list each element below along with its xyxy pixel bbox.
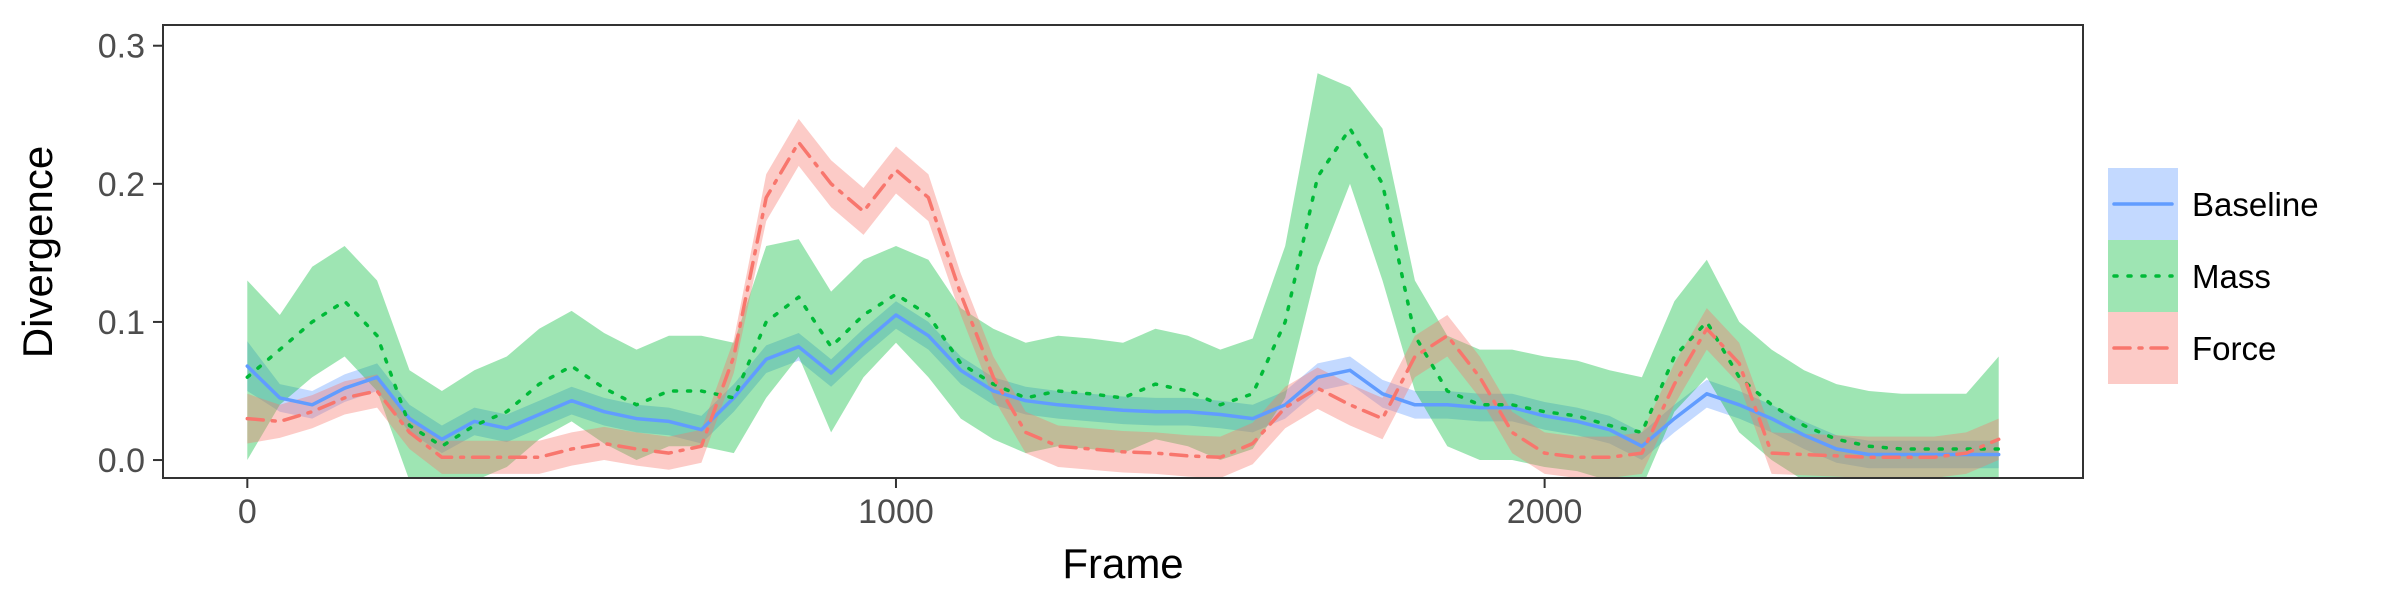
legend-label-mass: Mass [2192, 258, 2271, 295]
mass-band [247, 73, 1999, 478]
x-axis: 0 1000 2000 [238, 478, 1583, 531]
legend-item-mass: Mass [2108, 240, 2271, 312]
legend: Baseline Mass Force [2108, 168, 2319, 384]
confidence-bands [247, 73, 1999, 478]
legend-label-force: Force [2192, 330, 2276, 367]
y-tick-label: 0.3 [98, 28, 145, 66]
x-tick-label: 2000 [1507, 493, 1583, 531]
plot-panel-border [162, 24, 2084, 479]
mass-line [245, 126, 2001, 451]
legend-item-force: Force [2108, 312, 2276, 384]
y-axis: 0.0 0.1 0.2 0.3 [98, 28, 163, 480]
y-tick-label: 0.1 [98, 304, 145, 342]
x-tick-label: 0 [238, 493, 257, 531]
y-axis-title: Divergence [14, 146, 61, 358]
force-line [245, 140, 2001, 460]
x-axis-title: Frame [1062, 540, 1183, 587]
x-tick-label: 1000 [858, 493, 934, 531]
baseline-line [245, 313, 2001, 457]
y-tick-label: 0.0 [98, 442, 145, 480]
y-tick-label: 0.2 [98, 166, 145, 204]
series-lines [245, 126, 2001, 460]
legend-item-baseline: Baseline [2108, 168, 2319, 240]
legend-label-baseline: Baseline [2192, 186, 2319, 223]
